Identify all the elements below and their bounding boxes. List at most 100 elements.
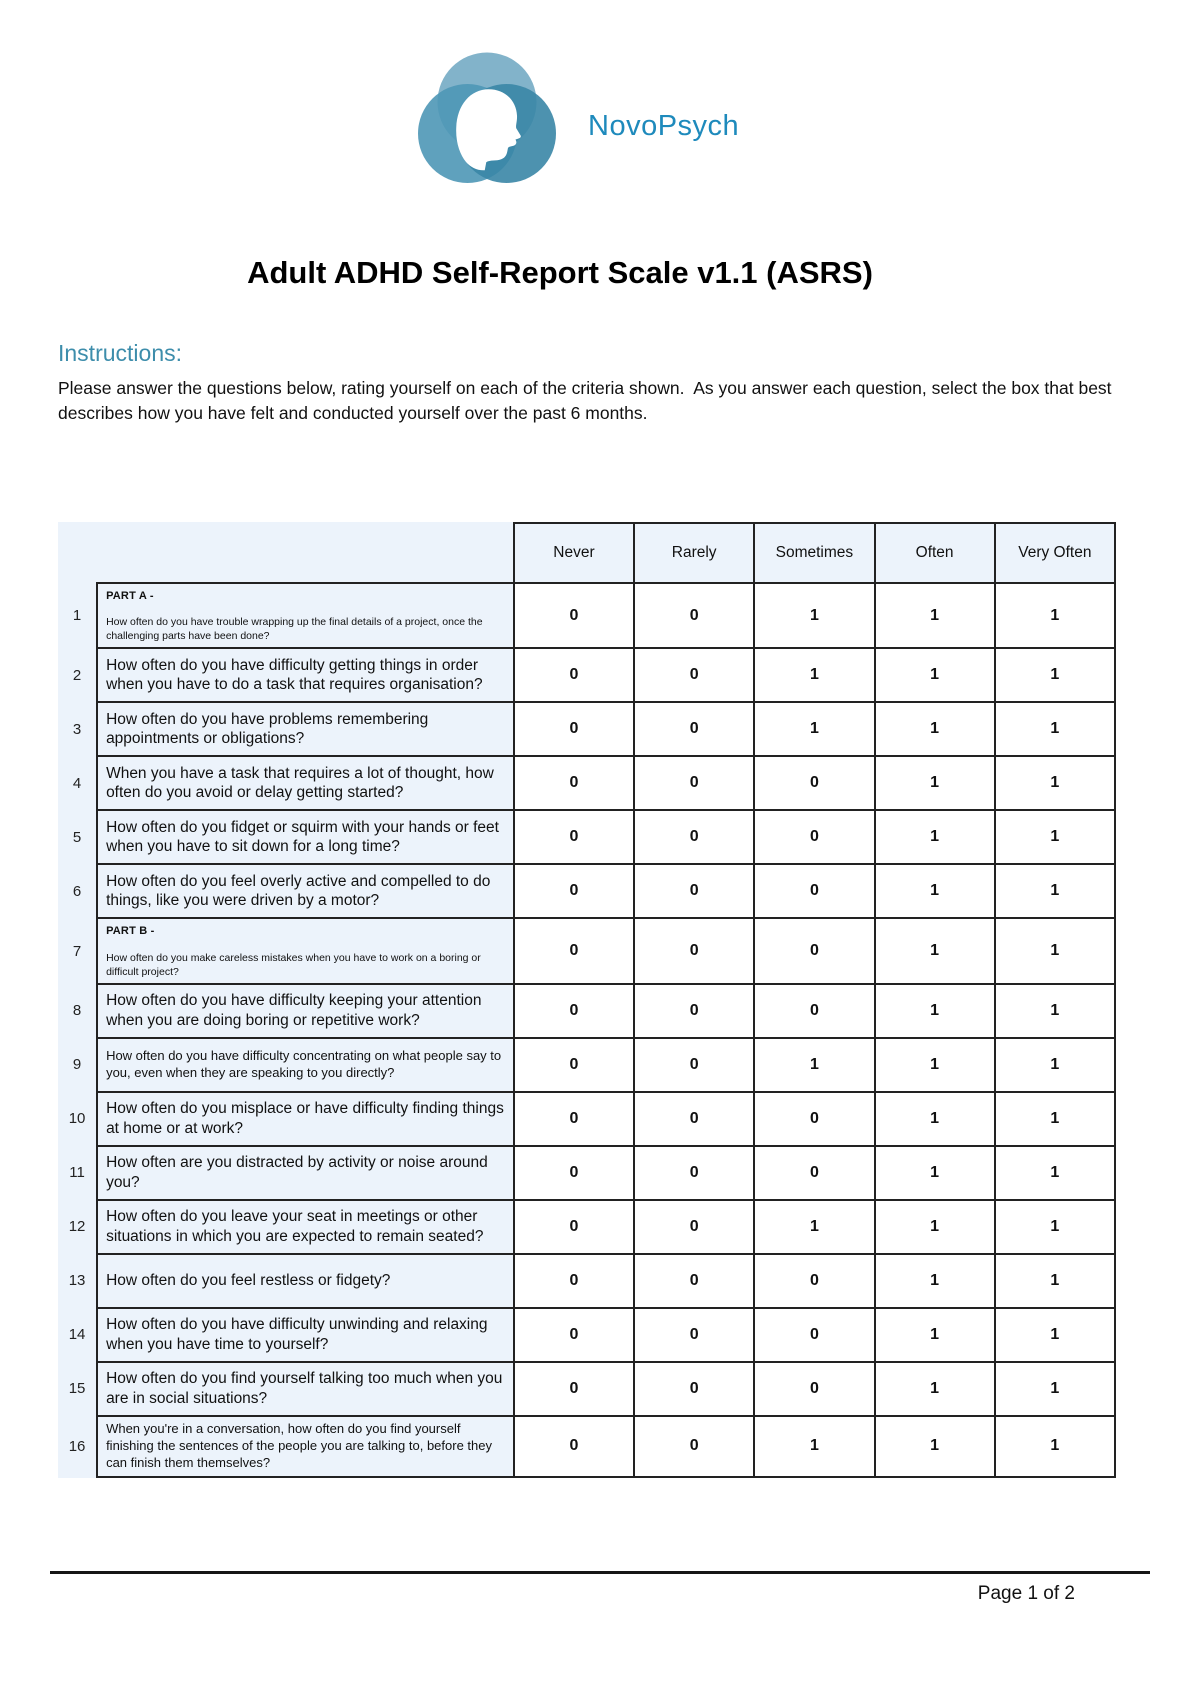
question-cell: How often do you leave your seat in meet… bbox=[96, 1198, 515, 1255]
answer-value-cell: 1 bbox=[873, 755, 996, 812]
question-text: How often do you leave your seat in meet… bbox=[106, 1208, 484, 1245]
questionnaire-table: Never Rarely Sometimes Often Very Often 1 PA… bbox=[58, 522, 1117, 1478]
answer-value-cell: 1 bbox=[873, 1090, 996, 1147]
question-text: How often do you have difficulty keeping… bbox=[106, 992, 482, 1029]
question-text: How often do you find yourself talking t… bbox=[106, 1370, 503, 1407]
answer-value-cell: 1 bbox=[993, 701, 1117, 758]
answer-value-cell: 0 bbox=[753, 1360, 876, 1417]
brand-name: NovoPsych bbox=[588, 110, 740, 142]
header-corner-cell bbox=[58, 523, 514, 583]
answer-value-cell: 0 bbox=[633, 1414, 756, 1478]
page-number: Page 1 of 2 bbox=[977, 1583, 1075, 1604]
question-cell: How often do you feel overly active and … bbox=[96, 863, 515, 920]
answer-value-cell: 0 bbox=[633, 1144, 756, 1201]
question-number: 10 bbox=[68, 1110, 86, 1128]
question-number: 9 bbox=[72, 1056, 82, 1074]
question-cell: How often are you distracted by activity… bbox=[96, 1144, 515, 1201]
question-number: 7 bbox=[72, 942, 82, 960]
question-cell: When you have a task that requires a lot… bbox=[96, 755, 515, 812]
question-row: 9 How often do you have difficulty conce… bbox=[58, 1036, 1117, 1093]
part-label: PART B - bbox=[106, 925, 155, 938]
answer-value-cell: 1 bbox=[873, 982, 996, 1039]
question-number: 8 bbox=[72, 1002, 82, 1020]
answer-value-cell: 0 bbox=[753, 1252, 876, 1309]
answer-value-cell: 1 bbox=[873, 1198, 996, 1255]
answer-value-cell: 0 bbox=[633, 755, 756, 812]
answer-value-cell: 0 bbox=[633, 1198, 756, 1255]
question-cell: How often do you have difficulty unwindi… bbox=[96, 1306, 515, 1363]
answer-value-cell: 0 bbox=[512, 1252, 636, 1309]
part-label: PART A - bbox=[106, 590, 154, 602]
question-number: 1 bbox=[72, 607, 82, 625]
question-number: 15 bbox=[68, 1380, 86, 1398]
answer-value-cell: 0 bbox=[512, 1090, 636, 1147]
question-row: 4 When you have a task that requires a l… bbox=[58, 755, 1117, 812]
question-text: How often do you feel restless or fidget… bbox=[106, 1271, 391, 1289]
question-row: 14 How often do you have difficulty unwi… bbox=[58, 1306, 1117, 1363]
question-cell: When you're in a conversation, how often… bbox=[96, 1414, 515, 1478]
answer-value-cell: 0 bbox=[512, 1360, 636, 1417]
question-number: 16 bbox=[68, 1437, 86, 1455]
answer-value-cell: 0 bbox=[512, 701, 636, 758]
answer-value-cell: 0 bbox=[753, 1144, 876, 1201]
question-number: 4 bbox=[72, 774, 82, 792]
answer-value-cell: 0 bbox=[512, 1036, 636, 1093]
question-row: 3 How often do you have problems remembe… bbox=[58, 701, 1117, 758]
question-cell: How often do you have difficulty concent… bbox=[96, 1036, 515, 1093]
answer-value-cell: 0 bbox=[512, 982, 636, 1039]
instructions-heading: Instructions: bbox=[58, 340, 182, 366]
question-cell: How often do you find yourself talking t… bbox=[96, 1360, 515, 1417]
question-row: 8 How often do you have difficulty keepi… bbox=[58, 982, 1117, 1039]
answer-value-cell: 1 bbox=[873, 1306, 996, 1363]
question-number: 5 bbox=[72, 828, 82, 846]
answer-value-cell: 1 bbox=[873, 863, 996, 920]
answer-value-cell: 0 bbox=[633, 1360, 756, 1417]
question-text: How often do you have problems rememberi… bbox=[106, 710, 429, 748]
question-text: When you're in a conversation, how often… bbox=[106, 1420, 492, 1470]
answer-value-cell: 1 bbox=[873, 701, 996, 758]
column-header: Often bbox=[873, 522, 996, 584]
answer-value-cell: 0 bbox=[512, 809, 636, 866]
novopsych-logo-icon bbox=[418, 52, 556, 183]
question-text: How often do you have difficulty unwindi… bbox=[106, 1316, 488, 1353]
question-row: 10 How often do you misplace or have dif… bbox=[58, 1090, 1117, 1147]
question-row: 13 How often do you feel restless or fid… bbox=[58, 1252, 1117, 1309]
answer-value-cell: 1 bbox=[993, 809, 1117, 866]
answer-value-cell: 0 bbox=[512, 755, 636, 812]
column-header: Sometimes bbox=[753, 522, 876, 584]
answer-value-cell: 0 bbox=[512, 1198, 636, 1255]
question-number: 11 bbox=[69, 1164, 85, 1182]
question-cell: How often do you have difficulty getting… bbox=[96, 647, 515, 704]
question-row: 2 How often do you have difficulty getti… bbox=[58, 647, 1117, 704]
answer-value-cell: 0 bbox=[512, 863, 636, 920]
answer-value-cell: 1 bbox=[993, 1414, 1117, 1478]
page-title: Adult ADHD Self-Report Scale v1.1 (ASRS) bbox=[247, 255, 873, 290]
question-row: 5 How often do you fidget or squirm with… bbox=[58, 809, 1117, 866]
answer-value-cell: 0 bbox=[633, 1252, 756, 1309]
question-row: 16 When you're in a conversation, how of… bbox=[58, 1414, 1117, 1478]
question-text: How often do you feel overly active and … bbox=[106, 872, 491, 910]
answer-value-cell: 0 bbox=[512, 917, 636, 985]
answer-value-cell: 0 bbox=[512, 581, 636, 650]
answer-value-cell: 0 bbox=[633, 701, 756, 758]
question-number: 3 bbox=[72, 720, 82, 738]
question-text: How often are you distracted by activity… bbox=[106, 1154, 488, 1191]
answer-value-cell: 0 bbox=[753, 982, 876, 1039]
answer-value-cell: 1 bbox=[753, 647, 876, 704]
answer-value-cell: 0 bbox=[633, 982, 756, 1039]
question-number: 12 bbox=[68, 1218, 86, 1236]
question-row: 15 How often do you find yourself talkin… bbox=[58, 1360, 1117, 1417]
answer-value-cell: 0 bbox=[512, 1414, 636, 1478]
question-cell: How often do you feel restless or fidget… bbox=[96, 1252, 515, 1309]
question-text: How often do you have difficulty concent… bbox=[106, 1047, 502, 1080]
question-cell: How often do you have problems rememberi… bbox=[96, 701, 515, 758]
answer-value-cell: 1 bbox=[993, 1144, 1117, 1201]
question-number: 2 bbox=[72, 666, 82, 684]
answer-value-cell: 1 bbox=[993, 581, 1117, 650]
answer-value-cell: 1 bbox=[753, 1198, 876, 1255]
answer-value-cell: 0 bbox=[753, 863, 876, 920]
question-number: 6 bbox=[72, 882, 82, 900]
answer-value-cell: 0 bbox=[633, 863, 756, 920]
answer-value-cell: 1 bbox=[873, 1360, 996, 1417]
